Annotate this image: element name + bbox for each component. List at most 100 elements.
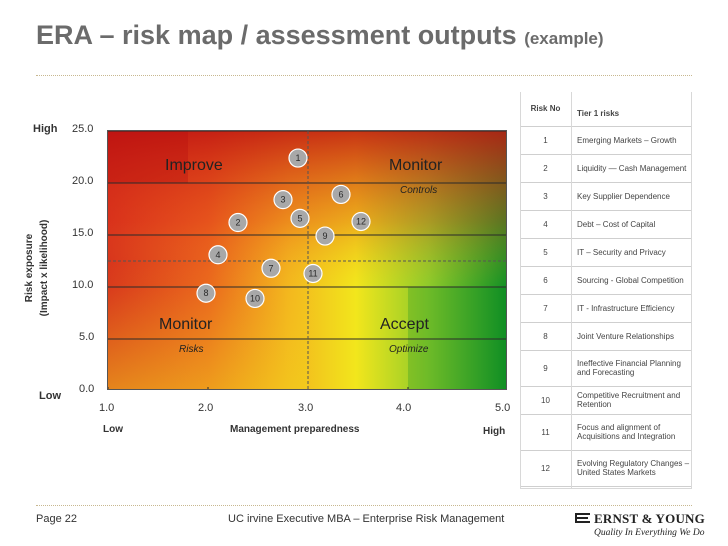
risk-point-marker — [288, 148, 308, 168]
risk-name: Debt – Cost of Capital — [571, 210, 692, 239]
risk-number: 2 — [520, 154, 571, 183]
reference-lines — [108, 131, 506, 389]
risk-name: Key Supplier Dependence — [571, 182, 692, 211]
risk-point: 3 — [273, 190, 293, 210]
y-tick: 10.0 — [72, 279, 94, 291]
x-tick: 1.0 — [99, 402, 115, 414]
quadrant-sublabel-optimize: Optimize — [389, 344, 429, 355]
risk-table-body: 1 Emerging Markets – Growth 2 Liquidity — C… — [520, 126, 692, 487]
risk-number: 10 — [520, 386, 571, 415]
risk-point: 10 — [245, 288, 265, 309]
risk-table-row: 7 IT - Infrastructure Efficiency — [520, 294, 692, 323]
risk-point-marker — [208, 245, 228, 265]
y-axis-label: Risk exposure (Impact x likelihood) — [22, 188, 52, 348]
risk-name: IT – Security and Privacy — [571, 238, 692, 267]
risk-table-row: 6 Sourcing - Global Competition — [520, 266, 692, 295]
footer-course: UC irvine Executive MBA – Enterprise Ris… — [228, 513, 505, 525]
risk-name: Emerging Markets – Growth — [571, 126, 692, 155]
logo-mark-icon — [575, 513, 590, 523]
risk-number: 1 — [520, 126, 571, 155]
y-axis-label-line2: (Impact x likelihood) — [39, 219, 50, 317]
risk-point-marker — [245, 288, 265, 309]
risk-number: 12 — [520, 450, 571, 487]
risk-point-marker — [303, 263, 323, 284]
x-tick: 4.0 — [396, 402, 412, 414]
footer-divider — [36, 505, 692, 506]
risk-table: Risk No Tier 1 risks 1 Emerging Markets –… — [520, 92, 692, 487]
title-main: ERA – risk map / assessment outputs — [36, 20, 517, 50]
risk-point-marker — [290, 208, 310, 228]
risk-point-label: 6 — [338, 189, 343, 199]
risk-number: 11 — [520, 414, 571, 451]
risk-point: 12 — [351, 211, 371, 232]
risk-point-label: 5 — [297, 213, 302, 223]
risk-number: 3 — [520, 182, 571, 211]
risk-number: 4 — [520, 210, 571, 239]
risk-number: 7 — [520, 294, 571, 323]
risk-point: 8 — [196, 283, 216, 303]
risk-point-label: 2 — [235, 218, 240, 228]
x-tick: 2.0 — [198, 402, 214, 414]
y-tick: 0.0 — [79, 383, 95, 395]
risk-number: 8 — [520, 322, 571, 351]
y-tick: 25.0 — [72, 123, 94, 135]
risk-name: Evolving Regulatory Changes – United Sta… — [571, 450, 692, 487]
risk-heat-map: 1 2 3 4 5 6 7 8 9 10 11 12 Improve Monitor Controls… — [107, 130, 507, 390]
risk-table-row: 5 IT – Security and Privacy — [520, 238, 692, 267]
page-title: ERA – risk map / assessment outputs (exa… — [36, 20, 604, 51]
quadrant-label-monitor-risks: Monitor — [159, 316, 213, 333]
quadrant-sublabel-controls: Controls — [400, 185, 438, 196]
risk-point: 7 — [261, 258, 281, 278]
y-axis-label-line1: Risk exposure — [24, 233, 35, 303]
x-tick: 5.0 — [495, 402, 511, 414]
y-low-label: Low — [39, 390, 61, 402]
risk-table-row: 8 Joint Venture Relationships — [520, 322, 692, 351]
risk-table-row: 12 Evolving Regulatory Changes – United S… — [520, 450, 692, 487]
risk-number: 9 — [520, 350, 571, 387]
y-tick: 20.0 — [72, 175, 94, 187]
risk-name: Joint Venture Relationships — [571, 322, 692, 351]
risk-point-marker — [261, 258, 281, 278]
risk-point-marker — [331, 184, 351, 205]
risk-point-marker — [315, 226, 335, 246]
risk-point-marker — [273, 190, 293, 210]
risk-point-label: 1 — [295, 153, 300, 163]
quadrant-label-improve: Improve — [165, 157, 223, 174]
risk-point: 5 — [290, 208, 310, 228]
risk-table-row: 9 Ineffective Financial Planning and Fore… — [520, 350, 692, 387]
risk-table-row: 2 Liquidity — Cash Management — [520, 154, 692, 183]
risk-point-label: 11 — [308, 268, 317, 278]
risk-point: 4 — [208, 245, 228, 265]
x-axis-label: Management preparedness — [230, 424, 360, 435]
risk-name: IT - Infrastructure Efficiency — [571, 294, 692, 323]
risk-table-row: 4 Debt – Cost of Capital — [520, 210, 692, 239]
risk-point-marker — [228, 212, 248, 233]
risk-number: 6 — [520, 266, 571, 295]
logo-brand: ERNST & YOUNG — [594, 511, 705, 526]
risk-point-label: 3 — [280, 195, 285, 205]
quadrant-label-monitor-controls: Monitor — [389, 157, 443, 174]
x-high-label: High — [483, 426, 506, 437]
y-high-label: High — [33, 123, 58, 135]
risk-name: Sourcing - Global Competition — [571, 266, 692, 295]
quadrant-label-accept: Accept — [380, 316, 429, 333]
risk-point-label: 4 — [215, 250, 220, 260]
x-low-label: Low — [103, 424, 123, 435]
risk-point: 9 — [315, 226, 335, 246]
risk-point-label: 7 — [268, 263, 273, 273]
y-tick: 15.0 — [72, 227, 94, 239]
ernst-young-logo: ERNST & YOUNG Quality In Everything We D… — [572, 510, 705, 542]
risk-point-label: 10 — [250, 293, 260, 303]
table-frame — [520, 92, 692, 489]
header-tier1: Tier 1 risks — [571, 92, 692, 127]
table-column-divider — [571, 92, 572, 489]
risk-point-label: 9 — [322, 231, 327, 241]
risk-table-row: 1 Emerging Markets – Growth — [520, 126, 692, 155]
risk-name: Liquidity — Cash Management — [571, 154, 692, 183]
risk-point: 6 — [331, 184, 351, 205]
risk-point: 2 — [228, 212, 248, 233]
risk-table-row: 3 Key Supplier Dependence — [520, 182, 692, 211]
logo-tagline: Quality In Everything We Do — [594, 528, 705, 538]
